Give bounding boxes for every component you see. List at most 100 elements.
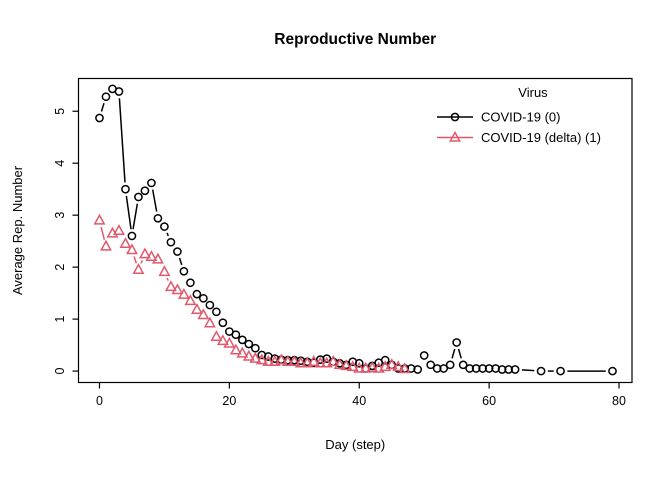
y-axis-title: Average Rep. Number: [10, 165, 25, 295]
data-point-triangle: [346, 360, 359, 372]
data-point-circle: [452, 338, 462, 347]
data-point-triangle: [255, 353, 268, 365]
data-point-triangle: [145, 250, 158, 261]
data-point-triangle: [177, 288, 190, 299]
series-segment: [100, 226, 106, 240]
series-segment: [151, 189, 158, 212]
series-segment: [166, 232, 169, 237]
data-point-triangle: [359, 361, 372, 373]
data-point-triangle: [372, 361, 385, 373]
data-point-triangle: [449, 130, 461, 142]
series-segment: [166, 277, 169, 281]
data-point-triangle: [151, 252, 164, 264]
data-point-triangle: [392, 360, 405, 372]
data-point-triangle: [398, 362, 411, 374]
data-point-circle: [153, 213, 163, 223]
data-point-circle: [608, 366, 617, 376]
series-segment: [457, 348, 462, 359]
plot-box: [77, 77, 633, 384]
series-segment: [451, 348, 456, 359]
data-point-circle: [419, 351, 429, 360]
series-segment: [132, 203, 139, 230]
data-point-circle: [510, 365, 520, 374]
data-point-triangle: [249, 351, 262, 363]
data-point-circle: [173, 247, 182, 256]
x-tick-label: 80: [612, 394, 626, 408]
data-point-circle: [445, 360, 455, 370]
series-covid19-delta: [93, 213, 411, 374]
y-tick-label: 1: [53, 316, 67, 323]
data-point-triangle: [340, 359, 353, 371]
data-point-circle: [244, 339, 254, 349]
x-tick-label: 20: [222, 394, 236, 408]
series-segment: [125, 195, 132, 230]
chart-title: Reproductive Number: [274, 31, 436, 48]
data-point-circle: [186, 278, 195, 288]
data-point-triangle: [333, 358, 346, 370]
data-point-circle: [121, 184, 130, 194]
data-point-circle: [218, 318, 228, 328]
data-point-triangle: [385, 358, 398, 370]
y-tick-label: 0: [53, 368, 67, 375]
x-tick-label: 60: [482, 394, 496, 408]
data-point-triangle: [301, 356, 314, 368]
data-point-triangle: [320, 356, 333, 368]
y-tick-label: 3: [53, 212, 67, 219]
data-point-circle: [166, 237, 176, 247]
data-point-triangle: [268, 355, 281, 366]
data-point-circle: [536, 366, 546, 376]
x-axis-title: Day (step): [325, 437, 385, 452]
data-point-circle: [237, 335, 247, 345]
x-tick-label: 0: [96, 394, 103, 408]
y-tick-label: 5: [53, 108, 67, 115]
series-segment: [100, 102, 105, 112]
data-point-triangle: [262, 355, 275, 366]
x-axis: 0 20 40 60 80 Day (step): [96, 382, 626, 452]
data-point-circle: [250, 343, 260, 353]
data-point-circle: [380, 355, 390, 365]
data-point-triangle: [100, 239, 112, 251]
data-point-circle: [450, 112, 460, 122]
data-point-circle: [140, 186, 150, 196]
legend-entry-label: COVID-19 (0): [481, 110, 560, 125]
data-point-triangle: [203, 316, 216, 328]
series-segment: [178, 257, 183, 266]
data-point-triangle: [242, 349, 255, 361]
data-point-circle: [199, 293, 208, 303]
data-point-triangle: [314, 356, 327, 368]
series-segment: [140, 260, 144, 264]
legend-title: Virus: [518, 85, 548, 100]
data-point-circle: [179, 266, 189, 276]
data-point-circle: [192, 289, 202, 299]
data-point-circle: [160, 222, 169, 231]
legend: Virus COVID-19 (0) COVID-19 (delta) (1): [437, 85, 601, 145]
series-covid19: [95, 84, 617, 376]
data-point-circle: [127, 231, 137, 241]
series-segment: [521, 369, 535, 372]
data-point-circle: [439, 364, 449, 373]
data-point-triangle: [229, 343, 242, 355]
data-point-triangle: [138, 247, 151, 259]
data-point-circle: [101, 92, 111, 102]
data-point-circle: [458, 360, 468, 370]
data-point-triangle: [236, 346, 249, 358]
data-point-triangle: [294, 356, 307, 368]
y-tick-label: 4: [53, 160, 67, 167]
data-point-circle: [134, 192, 143, 202]
data-point-triangle: [288, 355, 301, 366]
data-point-triangle: [158, 265, 171, 277]
data-point-circle: [426, 360, 436, 370]
data-point-triangle: [93, 213, 106, 225]
data-point-triangle: [132, 263, 145, 274]
data-point-circle: [95, 113, 104, 123]
data-point-triangle: [223, 336, 236, 348]
data-point-circle: [556, 366, 565, 376]
data-point-triangle: [275, 353, 288, 365]
series-segment: [118, 98, 126, 183]
data-point-triangle: [119, 237, 132, 249]
data-point-triangle: [366, 361, 379, 373]
data-point-triangle: [327, 355, 340, 366]
legend-entry-label: COVID-19 (delta) (1): [481, 130, 601, 145]
